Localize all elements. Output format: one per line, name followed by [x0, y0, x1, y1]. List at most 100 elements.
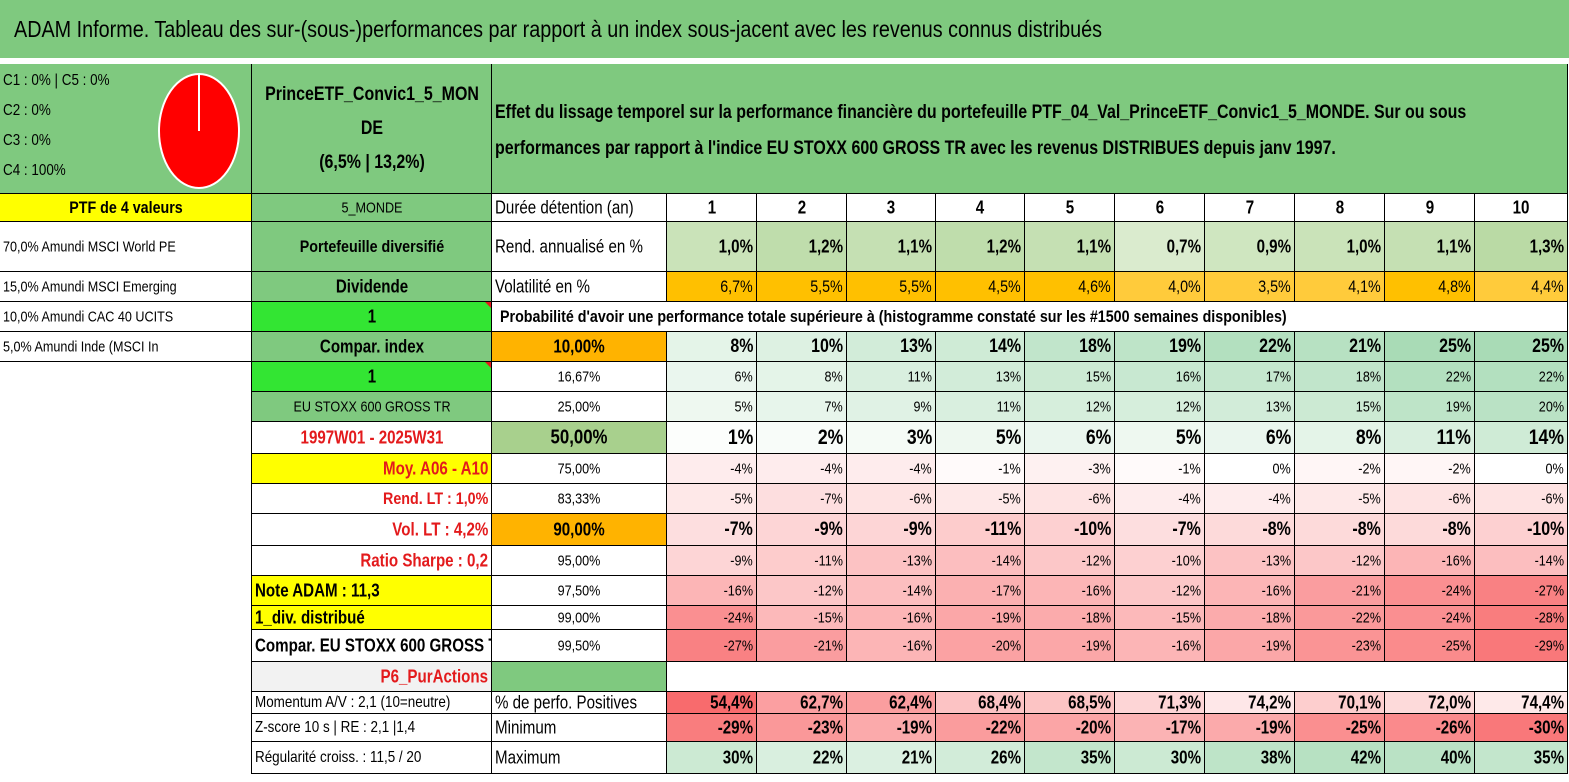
adam-note: Note ADAM : 11,3 [255, 580, 380, 600]
minimum-value-cell: -25% [1295, 714, 1385, 742]
holding-cell: 15,0% Amundi MSCI Emerging [0, 272, 252, 302]
long-term-return-cell: Rend. LT : 1,0% [252, 484, 492, 514]
quantile-level: 25,00% [557, 398, 601, 415]
quantile-value-cell: 1% [667, 422, 757, 454]
positives-value-cell: 74,4% [1475, 692, 1568, 714]
positives-value: 74,4% [1521, 692, 1564, 712]
quantile-value: -9% [903, 518, 932, 540]
annual-return-value: 1,0% [667, 222, 757, 272]
quantile-value: -10% [1171, 552, 1201, 569]
minimum-value: -19% [896, 717, 932, 737]
quantile-value: -11% [984, 518, 1021, 540]
quantile-value-cell: 15% [1025, 362, 1115, 392]
maximum-value: 30% [722, 747, 753, 767]
quantile-level-cell: 16,67% [492, 362, 667, 392]
minimum-value: -20% [1075, 717, 1111, 737]
volatility: 3,5% [1258, 276, 1291, 296]
quantile-value: 1% [727, 425, 753, 449]
portfolio-type-cell: Portefeuille diversifié [252, 222, 492, 272]
quantile-value-cell: -8% [1205, 514, 1295, 546]
compar-index-flag: 1 [367, 366, 376, 386]
year-header: 5 [1025, 194, 1115, 222]
quantile-value-cell: -23% [1295, 630, 1385, 662]
quantile-value: -9% [730, 552, 753, 569]
year-header: 7 [1205, 194, 1295, 222]
quantile-value-cell: -21% [757, 630, 847, 662]
year-header: 10 [1475, 194, 1568, 222]
quantile-value-cell: 7% [757, 392, 847, 422]
quantile-value-cell: 3% [847, 422, 936, 454]
quantile-value-cell: -15% [757, 606, 847, 630]
volatility: 5,5% [810, 276, 843, 296]
annual-return-value: 1,1% [1385, 222, 1475, 272]
quantile-level-cell: 25,00% [492, 392, 667, 422]
quantile-value: -13% [1261, 552, 1291, 569]
index-name-cell: EU STOXX 600 GROSS TR [252, 392, 492, 422]
description-line: Effet du lissage temporel sur la perform… [495, 102, 1467, 123]
volatility-value: 4,8% [1385, 272, 1475, 302]
quantile-value-cell: -4% [1115, 484, 1205, 514]
dividend-mode-cell: 1_div. distribué [252, 606, 492, 630]
annual-return-value: 1,1% [847, 222, 936, 272]
volatility-value: 3,5% [1205, 272, 1295, 302]
strategy-flag: 1 [367, 306, 376, 326]
holding-cell: 70,0% Amundi MSCI World PE [0, 222, 252, 272]
quantile-value: -2% [1358, 460, 1381, 477]
quantile-value-cell: -24% [1385, 576, 1475, 606]
minimum-value: -23% [807, 717, 843, 737]
quantile-value: 18% [1079, 335, 1111, 357]
quantile-value: 22% [1259, 335, 1291, 357]
quantile-level: 83,33% [557, 490, 601, 507]
maximum-value-cell: 30% [667, 742, 757, 774]
maximum-value-cell: 21% [847, 742, 936, 774]
quantile-value: -19% [1081, 637, 1111, 654]
quantile-value-cell: 11% [936, 392, 1025, 422]
quantile-value-cell: -17% [936, 576, 1025, 606]
quantile-value-cell: 14% [936, 332, 1025, 362]
volatility-label-cell: Volatilité en % [492, 272, 667, 302]
volatility-value: 5,5% [757, 272, 847, 302]
quantile-value-cell: 6% [667, 362, 757, 392]
quantile-value-cell: -7% [1115, 514, 1205, 546]
quantile-value: 13% [900, 335, 932, 357]
quantile-level: 90,00% [553, 519, 605, 539]
compar-index-label: Compar. index [319, 336, 424, 356]
quantile-value: -28% [1534, 609, 1564, 626]
quantile-value-cell: -29% [1475, 630, 1568, 662]
quantile-value-cell: -8% [1385, 514, 1475, 546]
quantile-value-cell: 10% [757, 332, 847, 362]
quantile-value-cell: 5% [936, 422, 1025, 454]
quantile-value-cell: -13% [847, 546, 936, 576]
year-number: 4 [975, 197, 985, 217]
quantile-value: -7% [820, 490, 843, 507]
quantile-value-cell: 12% [1025, 392, 1115, 422]
holding-cell: 10,0% Amundi CAC 40 UCITS [0, 302, 252, 332]
quantile-value-cell: 19% [1385, 392, 1475, 422]
quantile-value: 13% [995, 368, 1021, 385]
annual-return-value: 1,1% [1025, 222, 1115, 272]
quantile-value-cell: -11% [936, 514, 1025, 546]
volatility-value: 4,4% [1475, 272, 1568, 302]
annual-return: 1,2% [808, 236, 843, 256]
year-header: 1 [667, 194, 757, 222]
minimum-value-cell: -26% [1385, 714, 1475, 742]
annual-return-label: Rend. annualisé en % [495, 236, 643, 256]
positives-value-cell: 62,7% [757, 692, 847, 714]
annual-return-label-cell: Rend. annualisé en % [492, 222, 667, 272]
year-number: 9 [1425, 197, 1434, 217]
quantile-value-cell: -5% [667, 484, 757, 514]
quantile-value: 6% [734, 368, 753, 385]
year-header: 6 [1115, 194, 1205, 222]
quantile-value: 14% [1528, 425, 1564, 449]
quantile-value: -15% [813, 609, 843, 626]
allocation-panel: C1 : 0% | C5 : 0% C2 : 0% C3 : 0% C4 : 100% [0, 64, 252, 194]
quantile-value: -18% [1261, 609, 1291, 626]
quantile-value: -8% [1442, 518, 1471, 540]
quantile-value-cell: -14% [1475, 546, 1568, 576]
quantile-value: -27% [1534, 582, 1564, 599]
quantile-value: -19% [991, 609, 1021, 626]
quantile-value: -7% [724, 518, 753, 540]
year-header: 2 [757, 194, 847, 222]
annual-return: 1,3% [1529, 236, 1564, 256]
quantile-value-cell: -5% [1295, 484, 1385, 514]
